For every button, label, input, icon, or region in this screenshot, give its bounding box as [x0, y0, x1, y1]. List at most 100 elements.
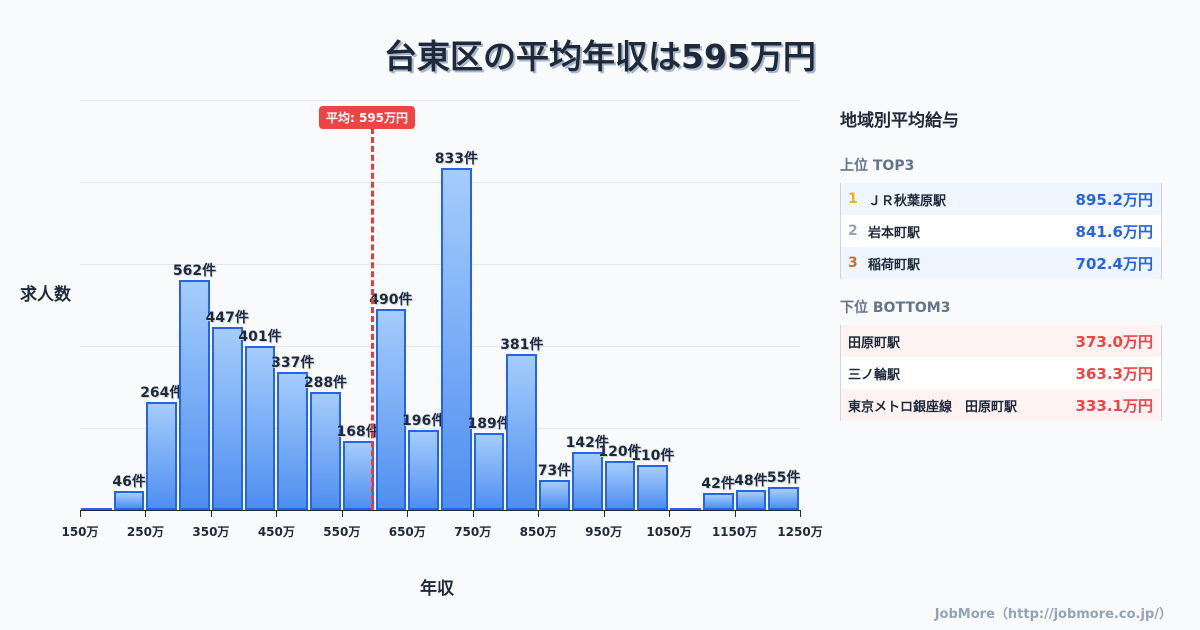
top3-row: 1 ＪＲ秋葉原駅 895.2万円 [841, 183, 1161, 215]
average-line [371, 128, 374, 510]
histogram-bar [702, 492, 734, 510]
histogram-bar [375, 309, 407, 510]
salary-value: 895.2万円 [1075, 190, 1153, 209]
x-tick [472, 510, 474, 517]
gridline [80, 346, 800, 347]
histogram-bar [211, 326, 243, 510]
x-tick [734, 510, 736, 517]
salary-value: 333.1万円 [1075, 396, 1153, 415]
x-tick [669, 510, 671, 517]
x-tick [800, 510, 801, 517]
station-name: 岩本町駅 [868, 225, 921, 241]
histogram-bar [179, 279, 210, 510]
bar-value-label: 189件 [467, 415, 511, 432]
bar-value-label: 168件 [336, 424, 380, 441]
salary-value: 373.0万円 [1075, 332, 1153, 351]
histogram-bar [310, 391, 341, 510]
histogram-bar [571, 451, 603, 510]
histogram-bar [441, 168, 472, 510]
bar-value-label: 401件 [238, 328, 282, 345]
bottom3-row: 田原町駅 373.0万円 [841, 325, 1161, 357]
x-tick-label: 1050万 [646, 525, 692, 539]
station-name: ＪＲ秋葉原駅 [868, 193, 947, 209]
bar-value-label: 337件 [271, 354, 315, 371]
station-name: 東京メトロ銀座線 田原町駅 [848, 399, 1018, 415]
x-tick [538, 510, 540, 517]
station-name: 稲荷町駅 [868, 257, 921, 273]
bar-value-label: 46件 [112, 474, 146, 491]
x-tick-label: 350万 [192, 525, 230, 539]
bar-value-label: 48件 [734, 473, 768, 490]
bar-value-label: 381件 [500, 336, 544, 353]
x-tick-label: 1250万 [777, 525, 823, 539]
x-tick [80, 510, 81, 517]
bar-value-label: 264件 [140, 384, 184, 401]
histogram-bar [768, 487, 799, 510]
bar-value-label: 447件 [205, 309, 249, 326]
x-tick [210, 510, 212, 517]
bar-value-label: 490件 [369, 292, 413, 309]
station-name: 田原町駅 [848, 335, 901, 351]
histogram-bar [408, 429, 439, 510]
bottom3-row: 三ノ輪駅 363.3万円 [841, 357, 1161, 389]
x-tick [145, 510, 147, 517]
x-tick-label: 450万 [257, 525, 295, 539]
bottom3-title: 下位 BOTTOM3 [840, 300, 951, 316]
rank-number: 2 [848, 223, 858, 239]
histogram-bar [113, 491, 145, 510]
gridline [80, 100, 800, 101]
x-tick-label: 150万 [61, 525, 99, 539]
bar-value-label: 110件 [631, 447, 675, 464]
histogram-bar [244, 345, 276, 510]
bar-value-label: 562件 [172, 262, 217, 279]
histogram-bar [637, 464, 669, 510]
salary-value: 363.3万円 [1075, 364, 1153, 383]
y-axis-label: 求人数 [20, 285, 71, 305]
bar-value-label: 142件 [565, 434, 609, 451]
histogram-bar [277, 371, 309, 510]
bar-value-label: 833件 [434, 151, 478, 168]
top3-title: 上位 TOP3 [840, 158, 915, 174]
x-tick-label: 250万 [126, 525, 164, 539]
x-tick-label: 850万 [519, 525, 557, 539]
x-tick [407, 510, 409, 517]
x-tick-label: 550万 [323, 525, 361, 539]
x-tick [276, 510, 278, 517]
histogram-bar [506, 353, 538, 510]
bar-value-label: 42件 [701, 475, 735, 492]
average-badge: 平均: 595万円 [319, 106, 416, 129]
top3-list: 1 ＪＲ秋葉原駅 895.2万円 2 岩本町駅 841.6万円 3 稲荷町駅 7… [840, 183, 1162, 279]
histogram-bar [670, 508, 701, 510]
gridline [80, 182, 800, 183]
x-axis-label: 年収 [420, 579, 454, 599]
x-axis-line [80, 510, 800, 511]
x-tick-label: 650万 [388, 525, 426, 539]
bottom3-row: 東京メトロ銀座線 田原町駅 333.1万円 [841, 389, 1161, 421]
histogram-bar [342, 441, 374, 510]
histogram-chart: 46件 264件 562件 447件 401件 337件 288件 168件 490件 196件 8… [20, 100, 823, 599]
bottom3-list: 田原町駅 373.0万円 三ノ輪駅 363.3万円 東京メトロ銀座線 田原町駅 … [840, 325, 1162, 421]
histogram-bar [735, 490, 767, 510]
histogram-bar [604, 460, 636, 510]
gridline [80, 264, 800, 265]
x-tick-label: 1150万 [711, 525, 758, 539]
x-tick [603, 510, 605, 517]
top3-row: 2 岩本町駅 841.6万円 [841, 215, 1161, 247]
rank-number: 3 [848, 255, 858, 271]
gridline [80, 428, 800, 429]
footer-credit: JobMore（http://jobmore.co.jp/） [934, 607, 1172, 622]
salary-value: 702.4万円 [1075, 254, 1153, 273]
page-title: 台東区の平均年収は595万円 [384, 37, 816, 76]
x-tick [341, 510, 343, 517]
panel-title: 地域別平均給与 [840, 111, 959, 131]
station-name: 三ノ輪駅 [848, 367, 901, 383]
bar-value-label: 120件 [598, 443, 642, 460]
histogram-bar [146, 401, 178, 510]
salary-value: 841.6万円 [1075, 222, 1153, 241]
bar-value-label: 55件 [766, 470, 801, 487]
top3-row: 3 稲荷町駅 702.4万円 [841, 247, 1161, 279]
histogram-bar [81, 508, 112, 510]
x-tick-label: 950万 [585, 525, 623, 539]
bar-value-label: 196件 [402, 412, 446, 429]
bar-value-label: 73件 [537, 463, 572, 480]
